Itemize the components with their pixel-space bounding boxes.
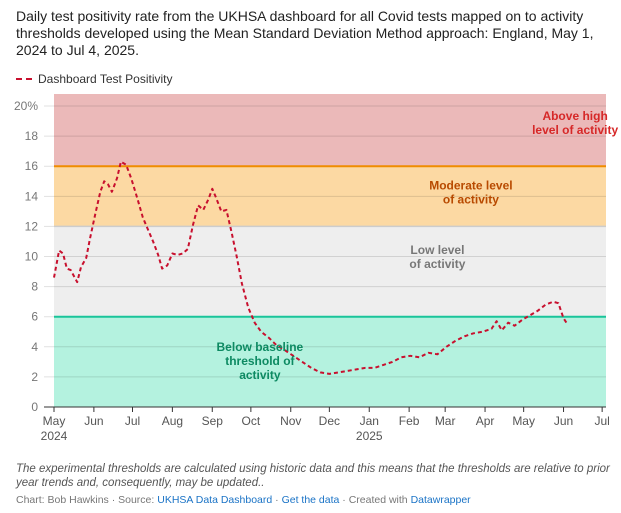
x-tick-label: Sep bbox=[202, 414, 224, 428]
band-below-baseline bbox=[54, 316, 606, 407]
label-above-high: level of activity bbox=[532, 123, 618, 137]
credit-separator: · Created with bbox=[339, 494, 411, 506]
label-above-high: Above high bbox=[542, 109, 607, 123]
x-tick-year-label: 2025 bbox=[356, 429, 383, 443]
x-tick-label: Jun bbox=[554, 414, 573, 428]
legend: Dashboard Test Positivity bbox=[16, 72, 173, 86]
band-low bbox=[54, 226, 606, 317]
credit-author: Chart: Bob Hawkins bbox=[16, 494, 109, 506]
y-tick-label: 14 bbox=[25, 189, 39, 203]
label-below-baseline: Below baseline bbox=[217, 340, 304, 354]
credit-separator: · Source: bbox=[108, 494, 158, 506]
x-tick-year-label: 2024 bbox=[41, 429, 68, 443]
y-tick-label: 16 bbox=[25, 159, 39, 173]
label-low: Low level bbox=[410, 243, 464, 257]
x-tick-label: Oct bbox=[242, 414, 261, 428]
x-tick-label: May bbox=[512, 414, 535, 428]
x-tick-label: Nov bbox=[280, 414, 301, 428]
x-tick-label: Jul bbox=[125, 414, 140, 428]
datawrapper-link[interactable]: Datawrapper bbox=[410, 494, 471, 506]
credit-separator: · bbox=[272, 494, 282, 506]
x-tick-label: Jul bbox=[594, 414, 609, 428]
x-tick-label: Feb bbox=[399, 414, 420, 428]
label-moderate: of activity bbox=[443, 192, 499, 206]
y-tick-label: 20% bbox=[14, 99, 38, 113]
band-moderate bbox=[54, 166, 606, 227]
source-link[interactable]: UKHSA Data Dashboard bbox=[157, 494, 273, 506]
legend-swatch bbox=[16, 78, 32, 80]
chart-title: Daily test positivity rate from the UKHS… bbox=[16, 8, 594, 58]
x-tick-label: Aug bbox=[162, 414, 183, 428]
y-tick-label: 18 bbox=[25, 129, 39, 143]
y-tick-label: 4 bbox=[31, 340, 38, 354]
x-tick-label: Jun bbox=[84, 414, 103, 428]
x-tick-label: Mar bbox=[435, 414, 456, 428]
chart-notes: The experimental thresholds are calculat… bbox=[16, 463, 610, 489]
y-axis: 0 2 4 6 8 10 12 14 16 18 20% bbox=[14, 99, 38, 414]
gridlines bbox=[44, 105, 606, 408]
band-above-high bbox=[54, 94, 606, 167]
y-tick-label: 8 bbox=[31, 280, 38, 294]
x-tick-label: Dec bbox=[319, 414, 340, 428]
x-tick-label: Jan bbox=[360, 414, 379, 428]
legend-label: Dashboard Test Positivity bbox=[38, 72, 173, 86]
label-below-baseline: threshold of bbox=[225, 354, 295, 368]
y-tick-label: 2 bbox=[31, 370, 38, 384]
get-data-link[interactable]: Get the data bbox=[281, 494, 340, 506]
y-tick-label: 12 bbox=[25, 219, 39, 233]
series-layer bbox=[53, 160, 569, 375]
threshold-bands bbox=[54, 94, 606, 407]
label-low: of activity bbox=[409, 257, 465, 271]
label-below-baseline: activity bbox=[239, 368, 281, 382]
x-tick-label: Apr bbox=[476, 414, 495, 428]
y-tick-label: 10 bbox=[25, 250, 39, 264]
y-tick-label: 0 bbox=[31, 400, 38, 414]
y-tick-label: 6 bbox=[31, 310, 38, 324]
label-moderate: Moderate level bbox=[429, 178, 512, 192]
chart-credits: Chart: Bob Hawkins · Source: UKHSA Data … bbox=[16, 494, 471, 506]
series-line-test-positivity bbox=[53, 160, 569, 375]
x-tick-label: May bbox=[43, 414, 66, 428]
